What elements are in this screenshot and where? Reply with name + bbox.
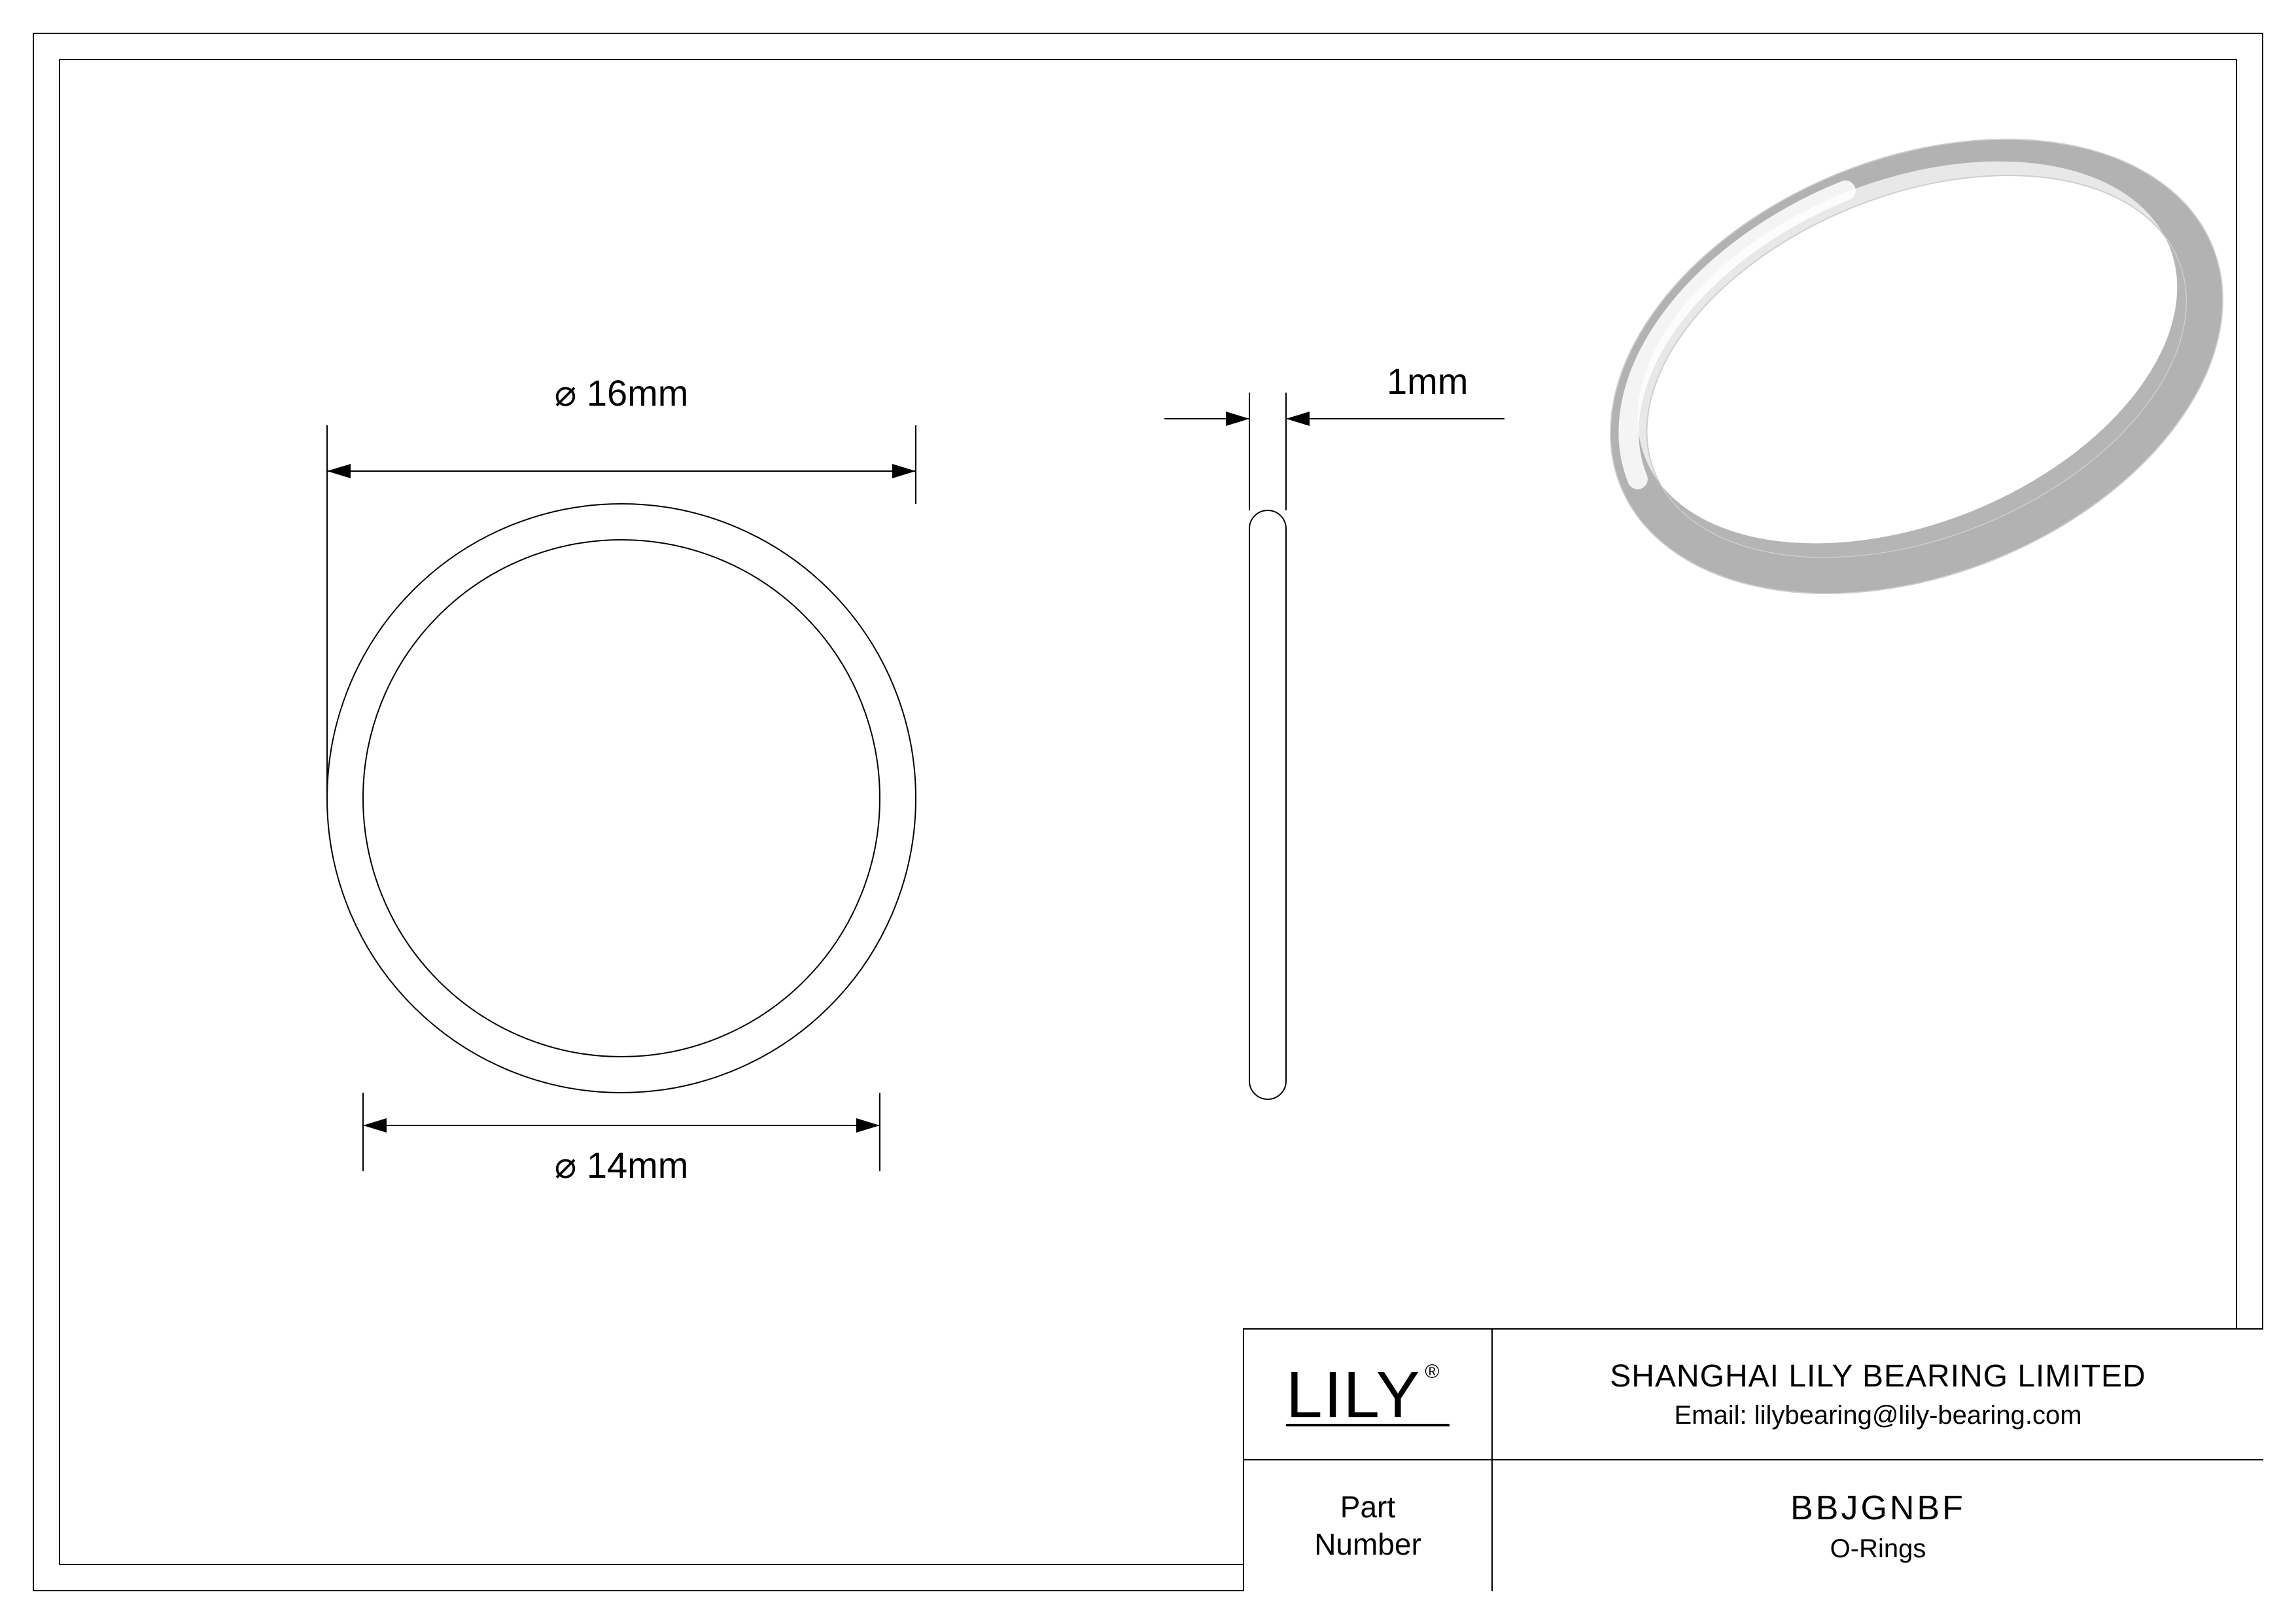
lily-logo-text: LILY® [1286,1358,1436,1432]
side-view: 1mm [1164,361,1505,1099]
lily-logo: LILY® [1286,1362,1450,1426]
title-block-partnum-cell: BBJGNBF O-Rings [1493,1460,2263,1591]
part-number-label-line2: Number [1314,1526,1421,1564]
svg-text:⌀ 14mm: ⌀ 14mm [555,1144,689,1186]
title-block-company-cell: SHANGHAI LILY BEARING LIMITED Email: lil… [1493,1330,2263,1460]
front-view: ⌀ 16mm ⌀ 14mm [327,372,916,1186]
svg-text:1mm: 1mm [1387,361,1468,402]
title-block: LILY® SHANGHAI LILY BEARING LIMITED Emai… [1243,1328,2263,1591]
part-number-label: Part Number [1314,1489,1421,1564]
lily-logo-letters: LILY [1286,1358,1421,1432]
company-email: Email: lilybearing@lily-bearing.com [1674,1401,2081,1430]
title-block-logo-cell: LILY® [1244,1330,1493,1460]
part-description: O-Rings [1830,1534,1926,1564]
isometric-view [1542,59,2237,679]
title-block-partnum-label-cell: Part Number [1244,1460,1493,1591]
registered-mark: ® [1425,1361,1440,1383]
company-name: SHANGHAI LILY BEARING LIMITED [1610,1358,2146,1394]
svg-text:⌀ 16mm: ⌀ 16mm [555,372,689,414]
part-number-label-line1: Part [1314,1489,1421,1527]
part-number-value: BBJGNBF [1790,1489,1966,1528]
